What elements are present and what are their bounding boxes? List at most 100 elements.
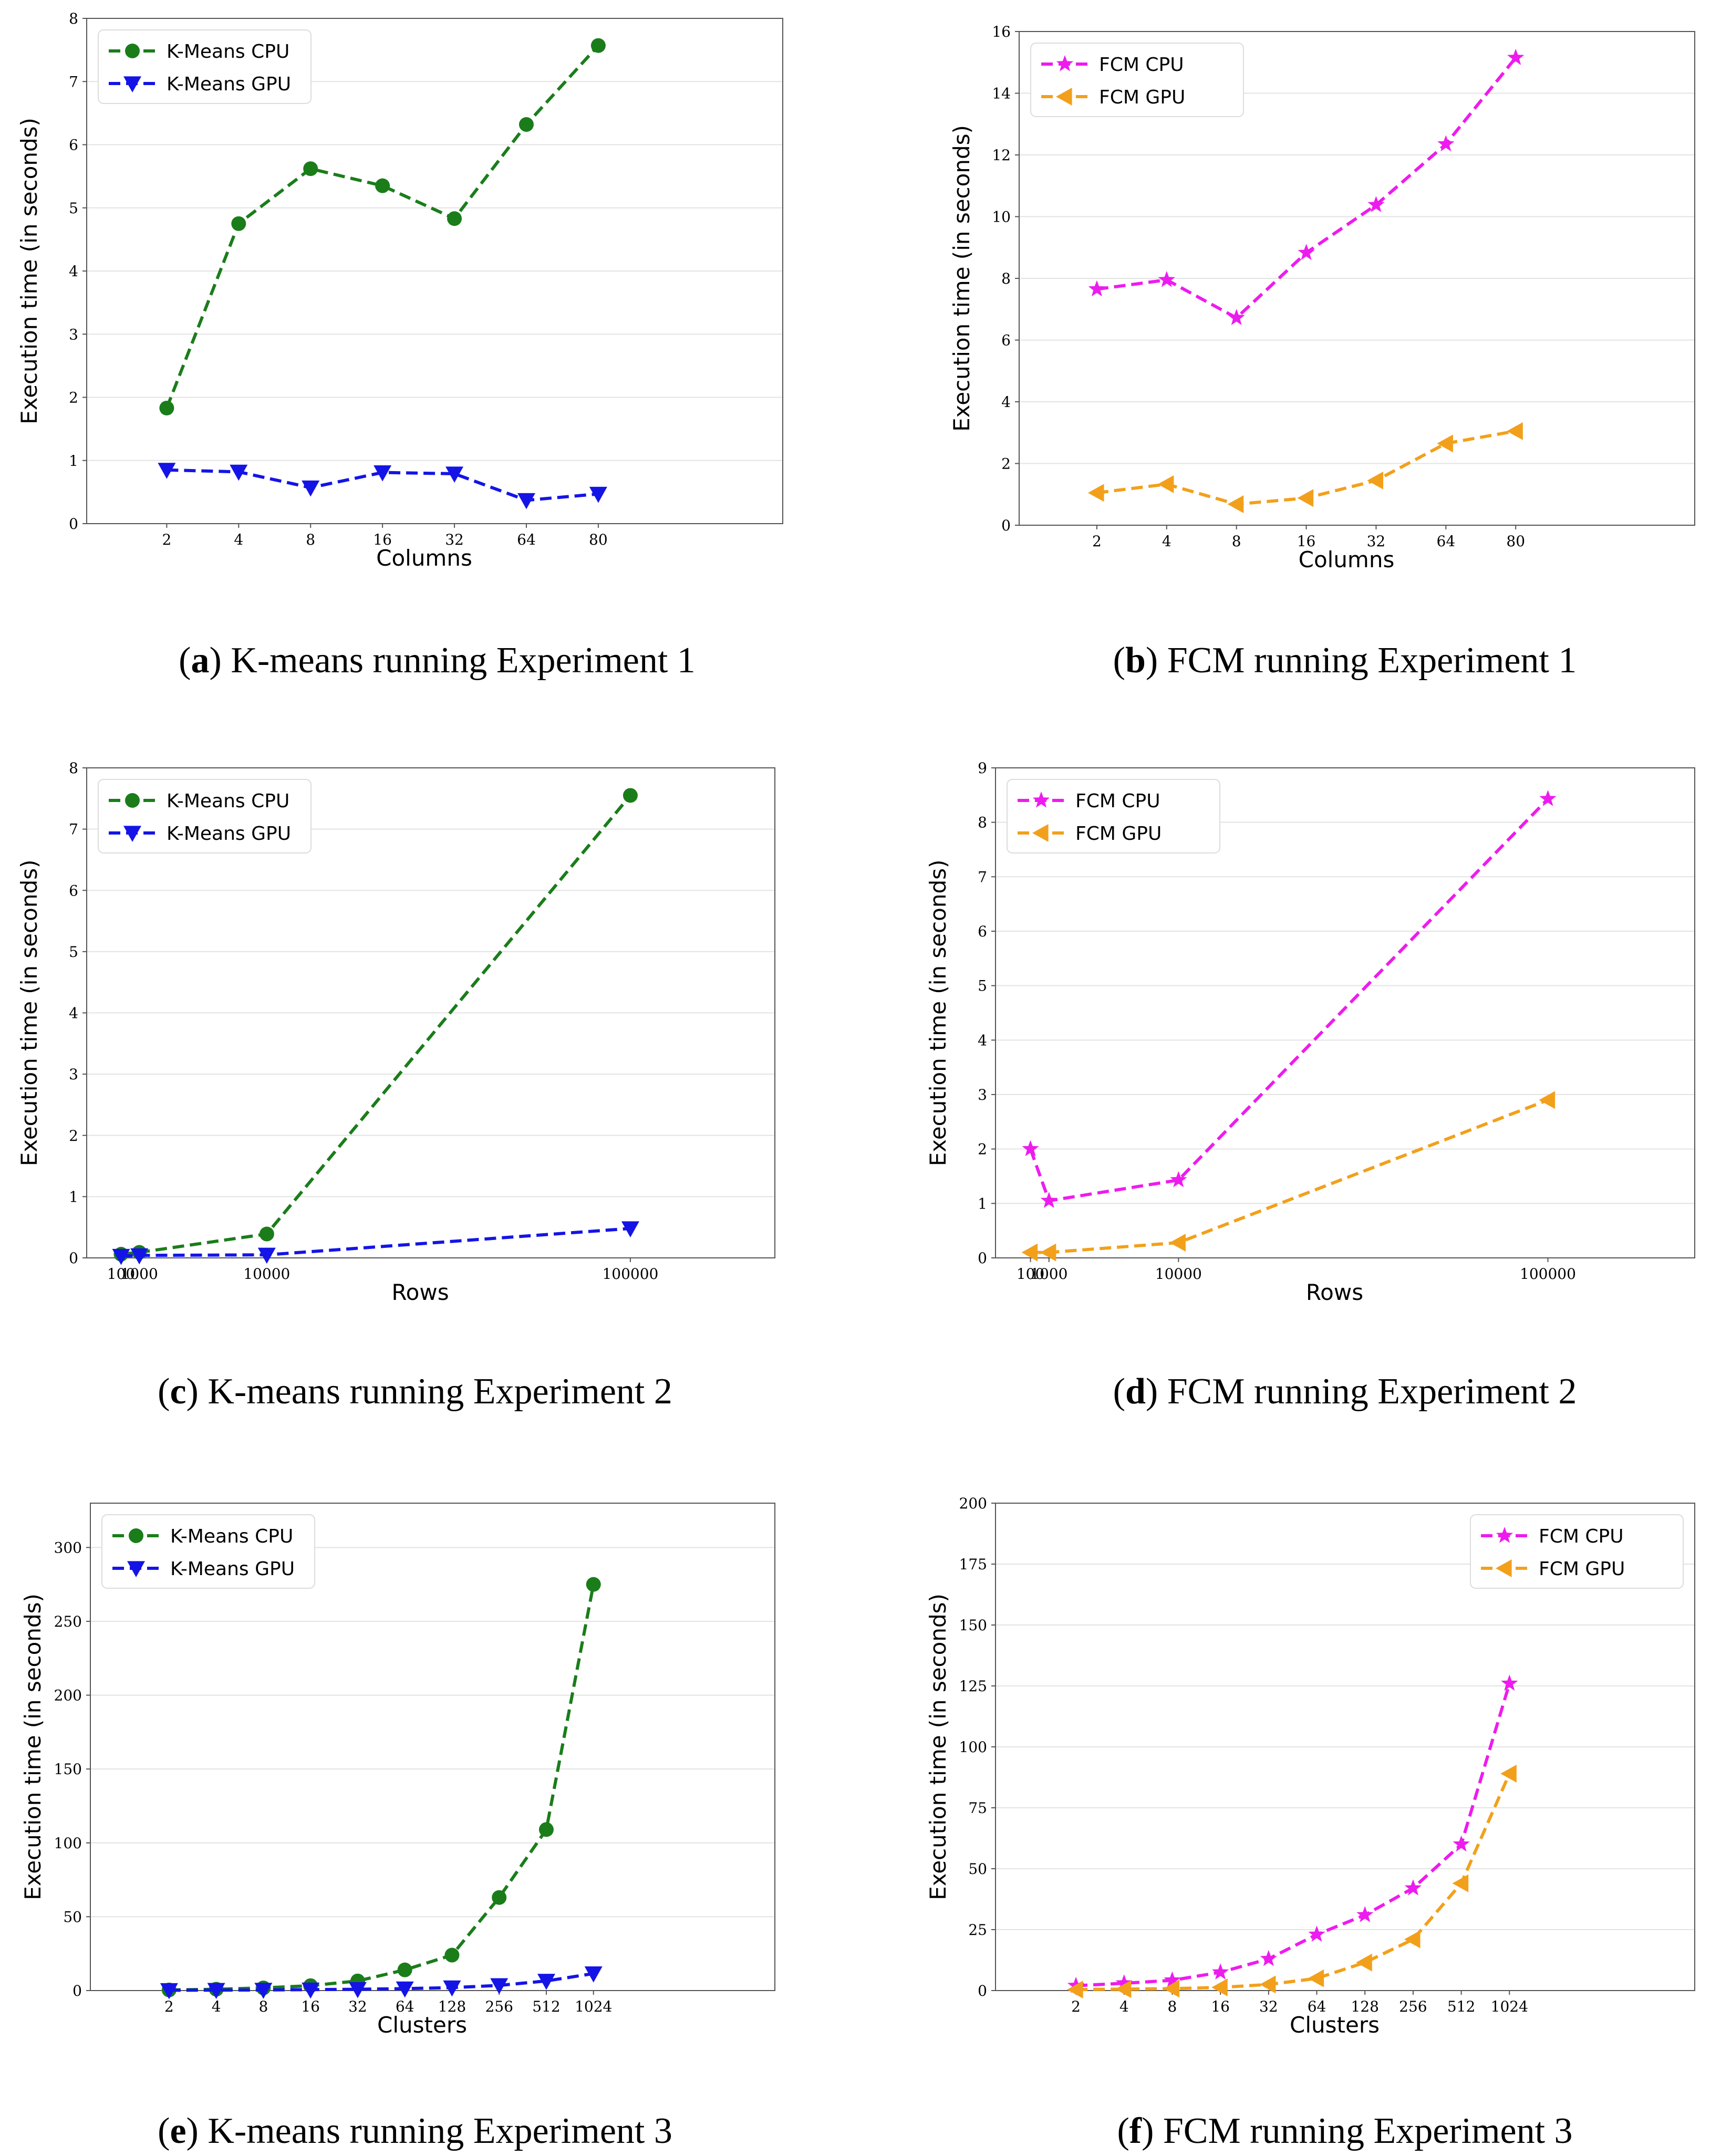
data-point xyxy=(348,1982,367,1998)
y-tick-label: 5 xyxy=(69,943,78,961)
data-point xyxy=(231,216,246,231)
legend-marker xyxy=(1496,1559,1512,1577)
panel-caption: (e) K-means running Experiment 3 xyxy=(158,2111,672,2151)
data-point xyxy=(1259,1975,1276,1994)
x-tick-label: 2 xyxy=(162,531,171,548)
x-tick-label: 8 xyxy=(1232,533,1241,550)
caption-open-paren: ( xyxy=(158,1371,170,1412)
data-point xyxy=(1404,1930,1421,1949)
y-axis-label: Execution time (in seconds) xyxy=(20,1593,46,1900)
data-point xyxy=(375,178,390,193)
legend-marker xyxy=(129,1528,143,1543)
y-tick-label: 25 xyxy=(968,1921,987,1939)
legend: FCM CPU FCM GPU xyxy=(1030,43,1244,117)
y-tick-label: 8 xyxy=(978,814,987,831)
y-axis-label: Execution time (in seconds) xyxy=(16,860,42,1166)
data-point xyxy=(537,1974,555,1990)
legend-label: K-Means GPU xyxy=(170,1558,295,1580)
x-tick-label: 64 xyxy=(517,531,536,548)
data-point xyxy=(1501,1674,1518,1691)
data-point xyxy=(1539,1091,1556,1109)
data-point xyxy=(207,1983,225,1999)
series-line-k-means-cpu xyxy=(121,794,632,1256)
caption-letter: a xyxy=(191,640,209,681)
chart-f: 0 25 50 75 100 125 150 175 200 2 4 8 16 32 64 128 256 512… xyxy=(925,1495,1695,2038)
series-line-fcm-cpu xyxy=(1075,1683,1511,1987)
x-tick-label: 4 xyxy=(212,1998,221,2015)
data-point xyxy=(230,464,248,481)
y-tick-label: 50 xyxy=(968,1860,987,1878)
y-tick-label: 1 xyxy=(69,1188,78,1205)
x-tick-label: 4 xyxy=(1162,533,1171,550)
data-point xyxy=(1157,475,1174,493)
caption-letter: f xyxy=(1129,2111,1142,2151)
legend-label: FCM GPU xyxy=(1099,87,1185,108)
x-axis-label: Rows xyxy=(391,1279,449,1305)
x-tick-label: 32 xyxy=(348,1998,367,2015)
data-point xyxy=(1212,1963,1229,1980)
y-tick-label: 2 xyxy=(69,389,78,407)
y-tick-label: 250 xyxy=(54,1613,82,1630)
data-point xyxy=(158,463,176,479)
x-tick-label: 16 xyxy=(373,531,392,548)
y-axis-label: Execution time (in seconds) xyxy=(925,860,951,1166)
y-tick-label: 8 xyxy=(69,759,78,777)
data-point xyxy=(1169,1233,1186,1252)
x-tick-label: 2 xyxy=(164,1998,174,2015)
data-point xyxy=(445,466,464,483)
y-tick-label: 3 xyxy=(69,1066,78,1083)
legend: FCM CPU FCM GPU xyxy=(1470,1514,1684,1589)
data-point xyxy=(1297,489,1314,507)
series-line-fcm-gpu xyxy=(1030,1098,1549,1254)
data-point xyxy=(444,1947,460,1963)
legend-label: K-Means GPU xyxy=(167,823,291,845)
y-tick-label: 2 xyxy=(978,1141,987,1158)
x-tick-label: 16 xyxy=(1297,533,1316,550)
x-tick-label: 256 xyxy=(485,1998,513,2015)
caption-close-paren: ) xyxy=(1142,2111,1154,2151)
data-point xyxy=(589,486,607,503)
caption-letter: c xyxy=(170,1371,186,1412)
y-tick-label: 75 xyxy=(968,1799,987,1817)
data-point xyxy=(519,117,534,132)
data-point xyxy=(1367,471,1384,489)
x-tick-label: 1024 xyxy=(1491,1998,1528,2015)
data-point xyxy=(1228,309,1245,325)
y-tick-label: 4 xyxy=(69,263,78,280)
x-tick-label: 2 xyxy=(1071,1998,1081,2015)
data-point xyxy=(623,788,638,803)
caption-letter: e xyxy=(170,2111,186,2151)
caption-open-paren: ( xyxy=(1113,1371,1125,1412)
data-point xyxy=(621,1221,639,1238)
data-point xyxy=(1088,280,1106,297)
data-point xyxy=(1367,196,1385,212)
x-axis-label: Rows xyxy=(1306,1279,1363,1305)
y-axis-label: Execution time (in seconds) xyxy=(949,125,974,432)
x-axis-label: Columns xyxy=(376,545,472,571)
y-tick-label: 6 xyxy=(1001,332,1011,349)
legend-marker xyxy=(127,1561,145,1577)
y-tick-label: 9 xyxy=(978,759,987,777)
y-tick-label: 5 xyxy=(69,200,78,217)
data-point xyxy=(1227,495,1244,514)
y-tick-label: 0 xyxy=(978,1249,987,1267)
data-point xyxy=(254,1983,273,1999)
data-point xyxy=(1308,1969,1324,1987)
caption-open-paren: ( xyxy=(158,2111,170,2151)
data-point xyxy=(1087,484,1104,502)
data-point xyxy=(1298,244,1315,260)
caption-text: K-means running Experiment 1 xyxy=(222,640,696,681)
data-point xyxy=(1452,1874,1469,1892)
data-point xyxy=(1507,48,1525,65)
legend-label: K-Means GPU xyxy=(167,74,291,95)
data-point xyxy=(259,1226,274,1242)
legend-marker xyxy=(125,793,140,808)
y-tick-label: 2 xyxy=(1001,455,1011,473)
plot-frame xyxy=(995,767,1695,1258)
legend-label: FCM GPU xyxy=(1539,1558,1625,1580)
y-tick-label: 8 xyxy=(1001,270,1011,287)
y-tick-label: 2 xyxy=(69,1127,78,1144)
y-tick-label: 150 xyxy=(959,1617,987,1634)
y-tick-label: 3 xyxy=(978,1086,987,1103)
